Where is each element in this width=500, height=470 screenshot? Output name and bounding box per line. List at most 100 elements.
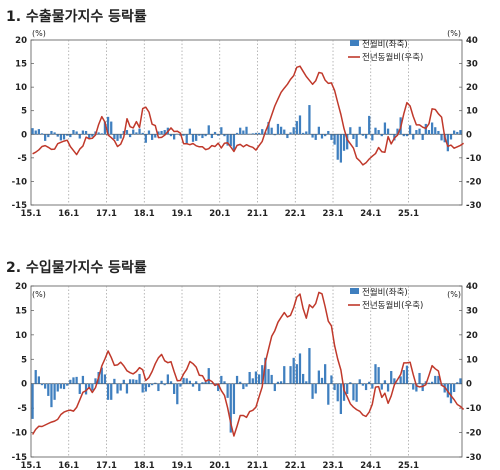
bar-mark [352,383,355,401]
bar-mark [254,371,258,384]
bar-mark [157,383,160,392]
x-tick-label: 23.1 [323,461,344,470]
bar-mark [150,134,154,140]
y-left-tick-label: 20 [15,36,27,46]
bar-mark [314,134,317,140]
bar-mark [100,367,103,384]
bar-mark [135,379,138,384]
bar-mark [371,383,374,389]
bar-mark [81,130,85,135]
x-tick-label: 16.1 [58,209,79,219]
bar-mark [289,132,292,135]
bar-mark [270,127,273,135]
legend: 전월비(좌축) 전년동월비(우축) [348,39,423,63]
bar-mark [185,134,188,144]
x-tick-label: 22.1 [285,209,306,219]
bar-mark [311,383,314,399]
y-right-tick-label: -10 [466,154,481,164]
bar-mark [50,130,53,135]
bar-mark [50,383,53,408]
bar-mark [393,378,396,384]
bar-mark [84,130,88,135]
bar-mark [176,383,179,405]
bar-mark [163,383,166,386]
bar-mark [37,376,40,384]
bar-mark [377,130,380,135]
bar-mark [62,134,66,140]
bar-mark [427,130,431,135]
bar-mark [317,126,320,135]
bar-mark [229,134,232,147]
bar-mark [191,134,195,142]
bar-mark [125,130,129,135]
bar-mark [449,383,453,404]
bar-mark [100,133,103,135]
y-left-tick-label: 15 [15,60,27,70]
bar-mark [157,131,160,135]
bar-mark [295,364,298,384]
chart-svg: 15.1 16.1 17.1 18.1 19.1 20.1 21.1 22.1 23.1 24.1… [12,29,482,219]
x-tick-label: 15.1 [21,209,42,219]
bar-mark [245,383,248,387]
bar-mark [113,134,116,139]
bar-mark [308,348,311,384]
bar-mark [232,134,236,150]
bar-mark [106,383,110,400]
bar-mark [116,383,119,394]
bar-mark [449,134,453,140]
bar-mark [273,134,276,136]
x-tick-label: 24.1 [360,209,381,219]
bar-mark [264,357,267,384]
bar-mark [380,383,383,390]
x-tick-label: 19.1 [172,461,193,470]
plot-frame [30,39,463,206]
bar-mark [346,134,349,150]
import-price-chart: 2. 수입물가지수 등락률 15.1 16.1 17.1 18.1 19.1 20.1 21… [0,235,500,470]
bar-mark [88,383,91,389]
bar-mark [327,130,330,135]
bar-mark [298,115,302,135]
bar-mark [53,383,56,400]
bar-mark [198,383,201,392]
bar-mark [257,374,261,384]
bar-mark [320,377,324,384]
y-right-tick-label: 30 [466,306,478,316]
bar-mark [173,134,176,140]
bar-mark [301,132,305,135]
bar-mark [434,375,437,384]
x-tick-label: 20.1 [209,209,230,219]
bar-mark [179,383,182,387]
bar-mark [402,370,405,384]
bar-mark [412,383,415,390]
bar-mark [261,365,264,384]
bar-mark [298,353,302,384]
bar-mark [446,134,449,152]
y-right-tick-label: 40 [466,36,478,46]
y-left-tick-label: 10 [15,331,27,341]
bar-mark [456,382,459,384]
bar-mark [119,383,122,391]
bar-mark [75,131,78,135]
x-tick-label: 21.1 [247,209,268,219]
bar-mark [251,133,254,135]
bar-mark [188,128,192,135]
line-series [31,291,465,437]
bar-mark [169,381,173,384]
x-tick-label: 21.1 [247,461,268,470]
chart-svg: 15.1 16.1 17.1 18.1 19.1 20.1 21.1 22.1 23.1 24.1… [12,282,482,470]
y-right-tick-label: 30 [466,60,478,70]
bar-mark [456,131,459,135]
x-tick-label: 24.1 [360,461,381,470]
y-right-tick-label: 20 [466,331,478,341]
bar-mark [320,134,324,139]
bar-mark [358,126,361,135]
x-tick-label: 17.1 [96,461,117,470]
bar-mark [292,357,295,384]
bar-mark [405,134,409,137]
y-left-tick-label: 0 [21,130,27,140]
bar-mark [430,122,434,135]
bar-mark [72,377,75,384]
bar-mark [195,381,198,384]
bar-mark [377,367,380,384]
chart-title: 1. 수출물가지수 등락률 [6,9,147,25]
